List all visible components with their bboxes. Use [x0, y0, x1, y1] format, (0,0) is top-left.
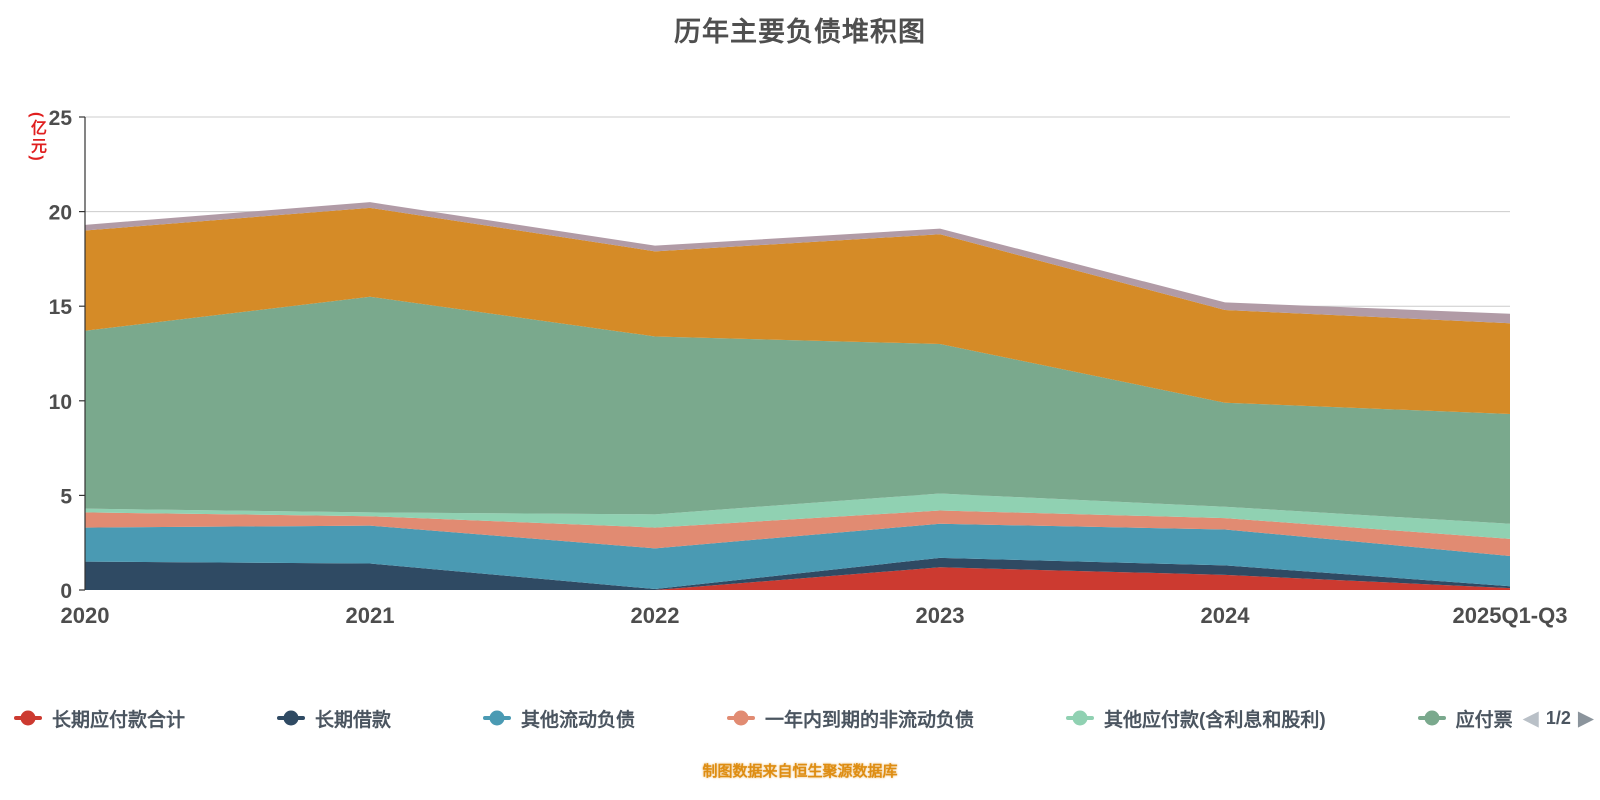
y-axis-tick-label: 5 [60, 485, 72, 508]
legend-item-0[interactable]: 长期应付款合计 [14, 705, 185, 732]
x-axis-label-2020: 2020 [61, 603, 110, 628]
x-axis-label-2022: 2022 [631, 603, 680, 628]
x-axis-label-2024: 2024 [1201, 603, 1251, 628]
y-axis-tick-label: 10 [49, 391, 72, 414]
source-caption: 制图数据来自恒生聚源数据库 [702, 763, 898, 780]
x-axis-label-2025Q1-Q3: 2025Q1-Q3 [1453, 603, 1568, 628]
legend-item-label: 长期应付款合计 [52, 709, 186, 731]
legend-item-4[interactable]: 其他应付款(含利息和股利) [1066, 705, 1326, 732]
y-axis-unit-label: (亿元) [28, 112, 45, 163]
y-axis-tick-label: 15 [49, 296, 73, 319]
legend-dot-icon [733, 710, 749, 726]
area-series-应付票 [85, 296, 1510, 524]
x-axis-label-2021: 2021 [346, 603, 395, 628]
area-series-series-6 [85, 207, 1510, 415]
x-axis-label-2023: 2023 [916, 603, 965, 628]
y-axis-tick-label: 0 [60, 580, 72, 603]
legend-item-label: 其他流动负债 [521, 709, 636, 731]
legend-item-5[interactable]: 应付票 [1417, 705, 1513, 732]
y-axis-tick-label: 25 [49, 107, 73, 130]
legend-prev-arrow-icon[interactable]: ◀ [1522, 706, 1539, 730]
area-series-长期借款 [85, 557, 1510, 590]
area-series-series-7 [85, 202, 1510, 324]
area-series-一年内到期的非流动负债 [85, 510, 1510, 556]
area-series-其他流动负债 [85, 523, 1510, 590]
legend: 长期应付款合计 长期借款 其他流动负债 一年内到期的非流动负债 其他应付款(含利息和股利… [0, 700, 1600, 736]
legend-item-label: 长期借款 [315, 709, 392, 731]
legend-item-label: 应付票 [1455, 709, 1513, 731]
legend-next-arrow-icon[interactable]: ▶ [1577, 706, 1594, 730]
legend-dot-icon [1424, 710, 1440, 726]
legend-marker-icon [1417, 710, 1446, 726]
legend-item-2[interactable]: 其他流动负债 [483, 705, 635, 732]
stacked-area-chart: 0 5 10 15 20 25 2020 2021 2022 2023 2024 2025Q1-Q3 [49, 107, 1568, 628]
chart-title: 历年主要负债堆积图 [674, 17, 926, 47]
legend-items: 长期应付款合计 长期借款 其他流动负债 一年内到期的非流动负债 其他应付款(含利息和股利… [14, 705, 1513, 732]
legend-dot-icon [489, 710, 505, 726]
legend-item-label: 一年内到期的非流动负债 [765, 709, 975, 731]
legend-dot-icon [283, 710, 299, 726]
legend-marker-icon [277, 710, 305, 726]
legend-item-1[interactable]: 长期借款 [277, 705, 391, 732]
legend-marker-icon [727, 710, 755, 726]
legend-dot-icon [20, 710, 36, 726]
legend-marker-icon [483, 710, 511, 726]
area-series-其他应付款(含利息和股利) [85, 493, 1510, 539]
legend-dot-icon [1072, 710, 1088, 726]
legend-page-indicator: 1/2 [1545, 707, 1571, 728]
legend-item-3[interactable]: 一年内到期的非流动负债 [727, 705, 974, 732]
legend-marker-icon [1066, 710, 1094, 726]
legend-pagination: ◀ 1/2 ▶ [1523, 708, 1594, 729]
y-axis-tick-label: 20 [49, 202, 72, 225]
legend-marker-icon [14, 710, 42, 726]
legend-item-label: 其他应付款(含利息和股利) [1104, 709, 1326, 731]
